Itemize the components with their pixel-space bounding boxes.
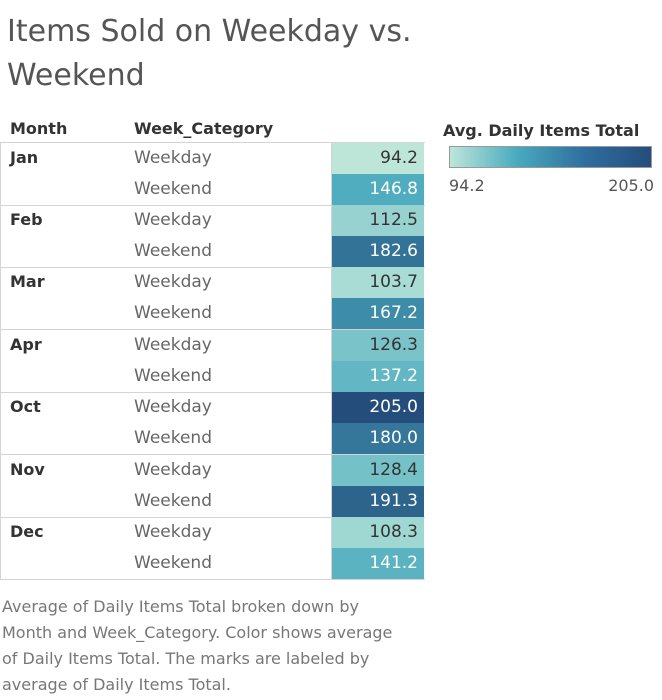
month-group: Mar Weekday 103.7 Weekend 167.2 (0, 267, 425, 330)
legend-min-label: 94.2 (449, 176, 485, 195)
heatmap-cell[interactable]: 191.3 (332, 485, 424, 517)
month-group: Feb Weekday 112.5 Weekend 182.6 (0, 204, 425, 268)
chart-caption: Average of Daily Items Total broken down… (2, 597, 393, 694)
heatmap-cell[interactable]: 205.0 (332, 392, 424, 423)
week-category-label: Weekday (134, 397, 212, 417)
heatmap-cell[interactable]: 112.5 (332, 204, 424, 236)
heatmap-cell[interactable]: 128.4 (332, 454, 424, 486)
month-group: Jan Weekday 94.2 Weekend 146.8 (0, 142, 425, 206)
week-category-label: Weekend (134, 428, 212, 449)
legend-color-ramp[interactable] (449, 146, 652, 168)
month-label: Oct (10, 397, 41, 416)
month-group: Apr Weekday 126.3 Weekend 137.2 (0, 329, 425, 393)
legend-max-label: 205.0 (608, 176, 654, 195)
heatmap-cell[interactable]: 180.0 (332, 423, 424, 455)
heatmap-cell[interactable]: 146.8 (332, 174, 424, 206)
month-label: Dec (10, 522, 44, 541)
week-category-label: Weekend (134, 553, 212, 574)
week-category-column-header: Week_Category (134, 119, 274, 138)
legend-title: Avg. Daily Items Total (443, 121, 640, 140)
table-left-border (0, 142, 1, 580)
chart-title: Items Sold on Weekday vs. Weekend (7, 14, 412, 93)
week-category-label: Weekday (134, 148, 212, 168)
month-column-header: Month (10, 119, 68, 138)
month-label: Feb (10, 209, 43, 229)
heatmap-cell[interactable]: 103.7 (332, 267, 424, 298)
table-column-divider (331, 142, 332, 580)
heatmap-cell[interactable]: 167.2 (332, 298, 424, 330)
week-category-label: Weekday (134, 272, 212, 292)
month-group: Oct Weekday 205.0 Weekend 180.0 (0, 392, 425, 455)
week-category-label: Weekend (134, 303, 212, 324)
heatmap-cell[interactable]: 137.2 (332, 360, 424, 392)
month-label: Apr (10, 334, 42, 354)
week-category-label: Weekday (134, 334, 212, 355)
week-category-label: Weekday (134, 209, 212, 230)
heatmap-cell[interactable]: 94.2 (332, 143, 424, 174)
week-category-label: Weekday (134, 459, 212, 480)
month-label: Jan (10, 148, 39, 167)
heatmap-cell[interactable]: 126.3 (332, 329, 424, 361)
week-category-label: Weekday (134, 522, 212, 542)
heatmap-cell[interactable]: 182.6 (332, 235, 424, 267)
week-category-label: Weekend (134, 179, 212, 200)
heatmap-cell[interactable]: 141.2 (332, 548, 424, 580)
week-category-label: Weekend (134, 490, 212, 511)
heatmap-table: Jan Weekday 94.2 Weekend 146.8 Feb Weekday 112.… (0, 142, 425, 580)
month-group: Nov Weekday 128.4 Weekend 191.3 (0, 454, 425, 518)
month-label: Nov (10, 459, 45, 479)
month-label: Mar (10, 272, 45, 291)
month-group: Dec Weekday 108.3 Weekend 141.2 (0, 517, 425, 580)
week-category-label: Weekend (134, 240, 212, 261)
week-category-label: Weekend (134, 365, 212, 386)
heatmap-cell[interactable]: 108.3 (332, 517, 424, 548)
